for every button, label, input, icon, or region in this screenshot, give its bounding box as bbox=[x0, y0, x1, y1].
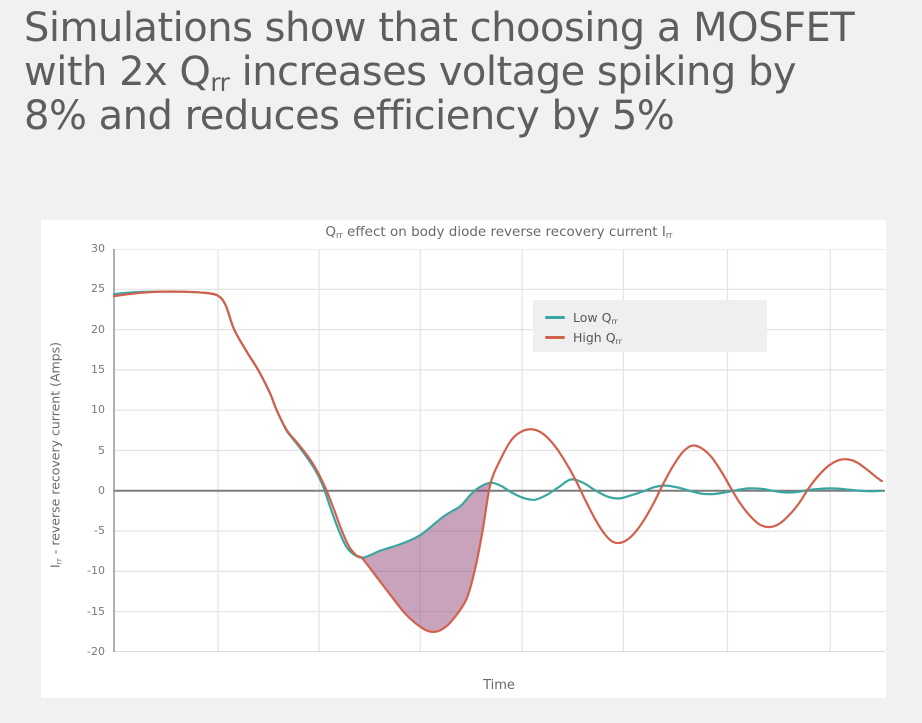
text-segment: Q bbox=[325, 224, 337, 240]
y-tick-label: 25 bbox=[91, 282, 105, 296]
heading-line: with 2x Qrr increases voltage spiking by bbox=[24, 49, 904, 98]
y-tick-label: -15 bbox=[87, 604, 105, 618]
y-tick-label: 0 bbox=[98, 483, 105, 497]
y-axis-label: Irr - reverse recovery current (Amps) bbox=[47, 341, 64, 569]
page-title: Simulations show that choosing a MOSFET w… bbox=[24, 6, 904, 138]
y-tick-label: 30 bbox=[91, 242, 105, 255]
heading-line: Simulations show that choosing a MOSFET bbox=[24, 6, 904, 50]
high-qrr-line-swatch bbox=[545, 335, 565, 339]
y-tick-label: 20 bbox=[91, 322, 105, 336]
y-tick-label: 10 bbox=[91, 403, 105, 417]
x-axis-label: Time bbox=[483, 678, 515, 693]
text-segment: increases voltage spiking by bbox=[229, 49, 797, 95]
text-segment: effect on body diode reverse recovery cu… bbox=[342, 224, 666, 240]
y-tick-label: -20 bbox=[87, 645, 105, 658]
text-segment: Low Q bbox=[573, 309, 612, 325]
y-tick-label: -10 bbox=[87, 564, 105, 578]
chart-legend: Low Qrr High Qrr bbox=[533, 300, 767, 352]
subscript-text: rr bbox=[336, 230, 343, 241]
subscript-text: rr bbox=[665, 230, 673, 241]
heading-line: 8% and reduces efficiency by 5% bbox=[24, 94, 904, 138]
chart-plot-area bbox=[113, 249, 885, 652]
text-segment: I bbox=[47, 564, 63, 569]
low-qrr-line-swatch bbox=[545, 315, 565, 319]
text-segment: High Q bbox=[573, 329, 616, 345]
qrr-difference-fill-region bbox=[362, 482, 491, 632]
y-tick-label: -5 bbox=[94, 524, 105, 538]
text-segment: - reverse recovery current (Amps) bbox=[47, 341, 63, 559]
y-tick-label: 15 bbox=[91, 362, 105, 376]
y-tick-label: 5 bbox=[98, 443, 105, 457]
text-segment: with 2x Q bbox=[24, 49, 211, 95]
chart-title: Qrr effect on body diode reverse recover… bbox=[113, 224, 885, 240]
legend-label-low-qrr: Low Qrr bbox=[573, 310, 618, 325]
high-qrr-line bbox=[113, 290, 883, 633]
subscript-text: rr bbox=[615, 336, 622, 346]
subscript-text: rr bbox=[210, 68, 230, 98]
chart-panel: Qrr effect on body diode reverse recover… bbox=[41, 220, 886, 698]
legend-item-low-qrr: Low Qrr bbox=[545, 307, 767, 327]
legend-item-high-qrr: High Qrr bbox=[545, 327, 767, 347]
text-segment: 8% and reduces efficiency by 5% bbox=[24, 93, 675, 139]
subscript-text: rr bbox=[611, 316, 618, 326]
subscript-text: rr bbox=[54, 558, 64, 565]
text-segment: Simulations show that choosing a MOSFET bbox=[24, 5, 855, 51]
legend-label-high-qrr: High Qrr bbox=[573, 330, 622, 345]
